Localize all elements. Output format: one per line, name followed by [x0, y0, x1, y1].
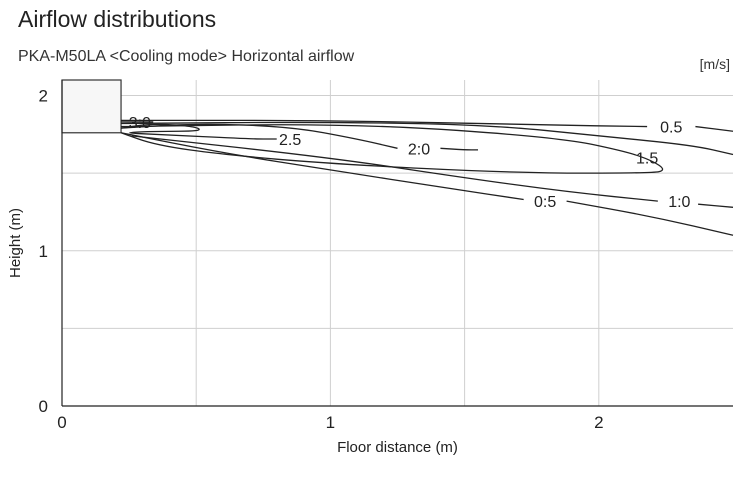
- contour-label: 0.5: [660, 120, 682, 137]
- contour-labels: 3:0 2.5 2:0 1.50.5 1:0 0:5: [129, 115, 691, 211]
- contour-label: 2:0: [408, 141, 430, 158]
- x-axis-label: Floor distance (m): [337, 439, 458, 456]
- y-tick-label: 2: [39, 87, 48, 106]
- contour-label: 1.5: [636, 151, 658, 168]
- contour-line-4: [120, 124, 664, 174]
- contour-line-8: [131, 135, 658, 202]
- tick-labels: 0 1 2 0 1 2: [39, 87, 604, 432]
- contour-line-11: [566, 200, 734, 236]
- contour-label: 1:0: [668, 194, 690, 211]
- indoor-unit-rect: [61, 79, 122, 134]
- contour-line-10: [120, 132, 524, 201]
- chart-subtitle: PKA-M50LA <Cooling mode> Horizontal airf…: [18, 48, 355, 65]
- x-tick-label: 2: [594, 413, 603, 432]
- grid-lines: [62, 80, 733, 406]
- contour-label: 2.5: [279, 132, 301, 149]
- contour-line-6: [695, 125, 734, 132]
- y-tick-label: 1: [39, 242, 48, 261]
- contour-label: 3:0: [129, 115, 151, 132]
- page-title: Airflow distributions: [18, 6, 217, 32]
- x-tick-label: 1: [326, 413, 335, 432]
- unit-label: [m/s]: [699, 56, 730, 72]
- y-tick-label: 0: [39, 397, 48, 416]
- y-axis-label: Height (m): [7, 208, 24, 278]
- contour-line-9: [698, 203, 734, 208]
- contour-line-7: [121, 121, 734, 156]
- axes: [61, 80, 733, 407]
- contour-line-3: [440, 147, 479, 151]
- x-tick-label: 0: [57, 413, 66, 432]
- indoor-unit-block: [61, 79, 122, 134]
- contour-label: 0:5: [534, 194, 556, 211]
- contour-line-1: [120, 123, 277, 140]
- contour-line-5: [121, 119, 648, 128]
- contour-lines: [120, 119, 734, 236]
